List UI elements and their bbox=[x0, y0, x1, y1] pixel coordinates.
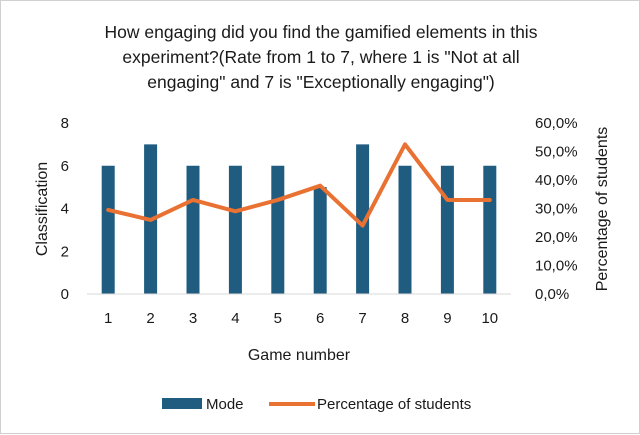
chart-title-line-3: engaging" and 7 is "Exceptionally engagi… bbox=[147, 72, 495, 92]
bar-mode-4 bbox=[229, 166, 242, 294]
bar-mode-9 bbox=[441, 166, 454, 294]
bar-series-mode bbox=[102, 144, 497, 294]
legend: Mode Percentage of students bbox=[162, 396, 471, 413]
legend-percentage-label: Percentage of students bbox=[317, 396, 471, 413]
x-axis-label: Game number bbox=[248, 347, 351, 364]
y-axis-ticks: 0 2 4 6 8 bbox=[61, 115, 69, 303]
y2-tick-label: 60,0% bbox=[535, 115, 578, 132]
y2-tick-label: 30,0% bbox=[535, 201, 578, 218]
legend-mode-label: Mode bbox=[206, 396, 244, 413]
y-axis-label: Classification bbox=[34, 162, 51, 256]
y-tick-label: 0 bbox=[61, 286, 69, 303]
bar-mode-10 bbox=[483, 166, 496, 294]
y2-tick-label: 50,0% bbox=[535, 144, 578, 161]
x-tick-label: 5 bbox=[274, 310, 282, 327]
chart-title-line-1: How engaging did you find the gamified e… bbox=[105, 22, 538, 42]
x-tick-label: 4 bbox=[231, 310, 239, 327]
y-tick-label: 8 bbox=[61, 115, 69, 132]
y-tick-label: 4 bbox=[61, 201, 69, 218]
chart-title: How engaging did you find the gamified e… bbox=[105, 22, 538, 92]
y-tick-label: 6 bbox=[61, 158, 69, 175]
bar-mode-8 bbox=[399, 166, 412, 294]
y-tick-label: 2 bbox=[61, 243, 69, 260]
x-tick-label: 6 bbox=[316, 310, 324, 327]
bar-mode-6 bbox=[314, 187, 327, 294]
y2-tick-label: 40,0% bbox=[535, 172, 578, 189]
x-axis-ticks: 1 2 3 4 5 6 7 8 9 10 bbox=[104, 310, 498, 327]
x-tick-label: 2 bbox=[146, 310, 154, 327]
y2-axis-label: Percentage of students bbox=[594, 127, 611, 292]
x-tick-label: 10 bbox=[481, 310, 498, 327]
x-tick-label: 8 bbox=[401, 310, 409, 327]
legend-mode-swatch bbox=[162, 398, 202, 409]
line-percentage-path bbox=[108, 144, 490, 225]
line-series-percentage bbox=[108, 144, 490, 225]
y2-tick-label: 20,0% bbox=[535, 229, 578, 246]
x-tick-label: 1 bbox=[104, 310, 112, 327]
bar-mode-3 bbox=[187, 166, 200, 294]
y2-tick-label: 0,0% bbox=[535, 286, 569, 303]
bar-mode-1 bbox=[102, 166, 115, 294]
x-tick-label: 3 bbox=[189, 310, 197, 327]
chart-title-line-2: experiment?(Rate from 1 to 7, where 1 is… bbox=[122, 47, 519, 67]
bar-mode-5 bbox=[271, 166, 284, 294]
x-tick-label: 7 bbox=[358, 310, 366, 327]
y2-tick-label: 10,0% bbox=[535, 258, 578, 275]
x-tick-label: 9 bbox=[443, 310, 451, 327]
y2-axis-ticks: 0,0% 10,0% 20,0% 30,0% 40,0% 50,0% 60,0% bbox=[535, 115, 578, 303]
